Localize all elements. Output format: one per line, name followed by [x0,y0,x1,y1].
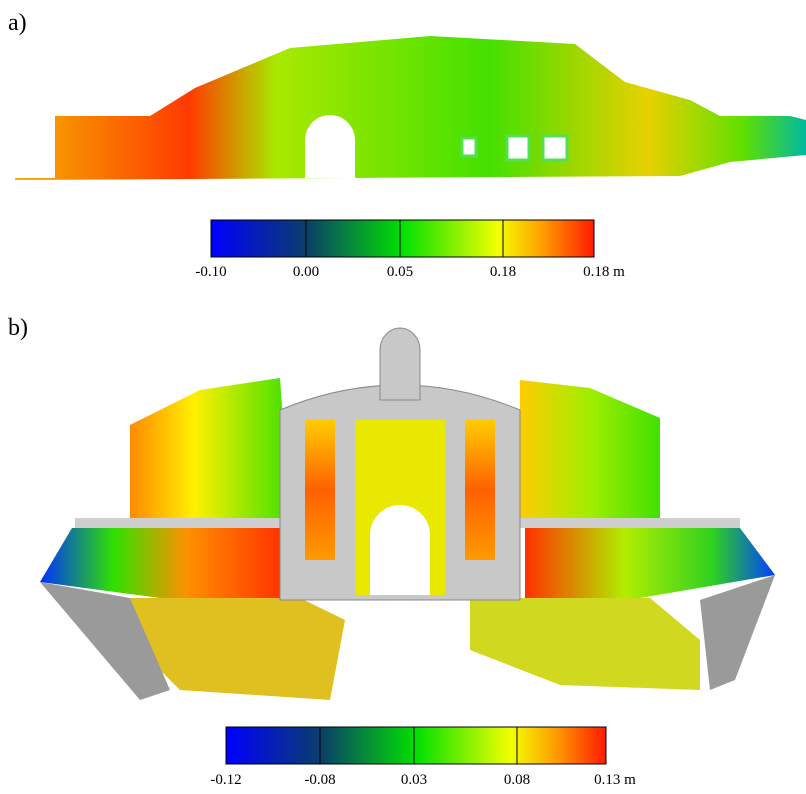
gate-panel [305,420,335,560]
panel-label: b) [8,315,28,341]
ground-right [470,598,700,690]
window [462,138,476,156]
colorbar-tick-label: 0.18 m [583,264,625,280]
colorbar [211,220,594,257]
arch-opening [305,115,355,178]
colorbar-tick-label: 0.03 [401,772,427,788]
window [543,136,567,160]
colorbar-tick-label: 0.18 [490,264,516,280]
colorbar-tick-label: -0.10 [195,264,226,280]
figure-canvas: a) -0.10 0.00 0.05 0.18 0.18 m b) -0.12 … [0,0,806,794]
colorbar-tick-label: 0.00 [293,264,319,280]
figure: a) -0.10 0.00 0.05 0.18 0.18 m b) -0.12 … [0,0,806,794]
wing-upper-left [130,378,290,520]
wing-upper-right [520,380,660,520]
colorbar-tick-label: 0.05 [387,264,413,280]
colorbar-tick-label: 0.08 [504,772,530,788]
wall-scan [15,36,806,180]
gate-panel [465,420,495,560]
window [507,136,529,160]
colorbar-tick-label: -0.12 [210,772,241,788]
colorbar-tick-label: -0.08 [304,772,335,788]
colorbar-tick-label: 0.13 m [594,772,636,788]
colorbar [226,727,606,764]
panel-label: a) [8,10,27,36]
cupola [380,328,420,400]
gate-arch [370,505,430,595]
slope-right [700,575,775,690]
